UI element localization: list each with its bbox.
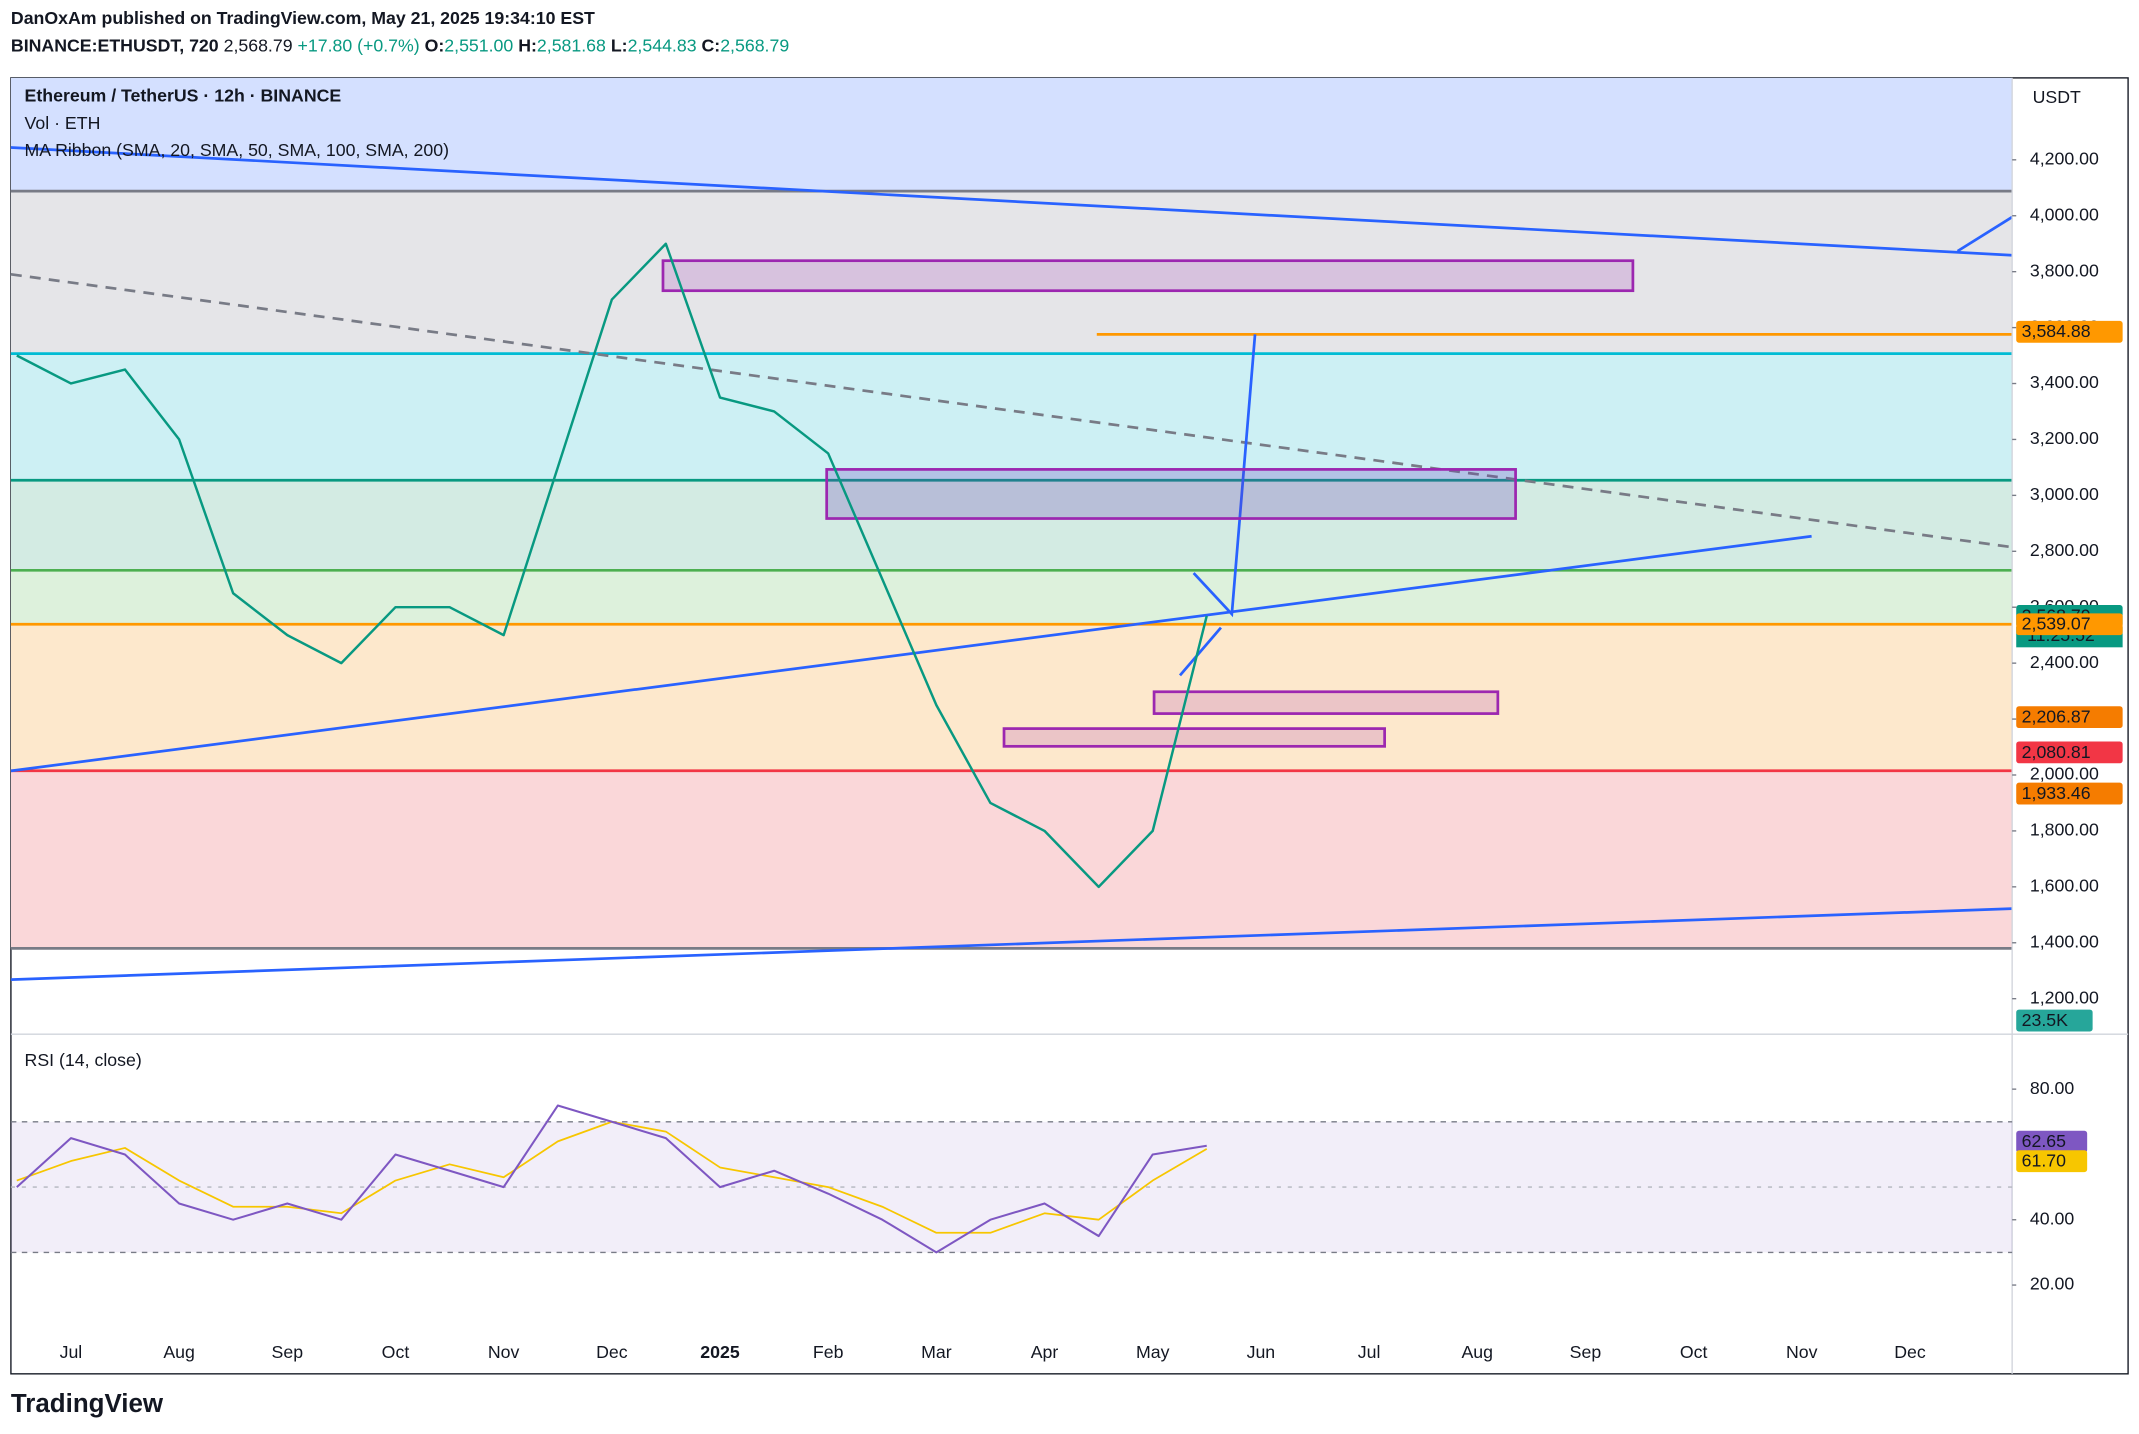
x-tick-label: 2025 <box>700 1342 740 1362</box>
currency: USDT <box>2033 87 2081 107</box>
zone-box <box>661 259 1635 293</box>
series-line <box>16 1104 1207 1254</box>
zone <box>10 770 2013 949</box>
x-tick-label: Apr <box>1031 1342 1059 1362</box>
y-tick-label: 3,400.00 <box>2030 372 2099 392</box>
x-tick-label: Nov <box>1786 1342 1818 1362</box>
drawings <box>10 146 2013 981</box>
zone-box <box>1152 690 1500 715</box>
y-tick-label: 3,800.00 <box>2030 260 2099 280</box>
ohlc: BINANCE:ETHUSDT, 720 2,568.79 +17.80 (+0… <box>11 35 789 55</box>
y-tick-label: 3,200.00 <box>2030 428 2099 448</box>
chart-title: Ethereum / TetherUS · 12h · BINANCE <box>25 86 342 106</box>
x-tick-label: Jul <box>1358 1342 1381 1362</box>
zone-box <box>825 468 1517 520</box>
dashed-trendline <box>10 272 2013 549</box>
label: C: <box>702 35 721 55</box>
y-tick-label: 1,200.00 <box>2030 987 2099 1007</box>
x-tick-label: Sep <box>1570 1342 1602 1362</box>
zone <box>10 77 2013 192</box>
x-tick-label: Oct <box>1680 1342 1708 1362</box>
y-tick-label: 80.00 <box>2030 1078 2074 1098</box>
x-tick-label: Jun <box>1247 1342 1276 1362</box>
x-tick-label: Feb <box>813 1342 844 1362</box>
y-tick-label: 1,400.00 <box>2030 931 2099 951</box>
change: +17.80 (+0.7%) <box>298 35 420 55</box>
zones <box>10 77 2013 950</box>
trendline <box>10 907 2013 981</box>
projection <box>1178 626 1222 677</box>
label: L: <box>611 35 628 55</box>
chart-title: RSI (14, close) <box>25 1050 142 1070</box>
x-tick-label: Jul <box>60 1342 83 1362</box>
y-tick-label: 1,800.00 <box>2030 820 2099 840</box>
x-tick-label: Oct <box>382 1342 410 1362</box>
x-tick-label: Aug <box>163 1342 195 1362</box>
rsi-value-label-bg <box>2016 1150 2088 1173</box>
price-label-bg <box>2016 782 2123 805</box>
x-tick-label: Sep <box>272 1342 304 1362</box>
volume-label: 23.5K <box>2022 1010 2068 1030</box>
y-tick-label: 3,000.00 <box>2030 484 2099 504</box>
price-label: 3,584.88 <box>2022 321 2091 341</box>
open: 2,551.00 <box>444 35 513 55</box>
label: H: <box>518 35 537 55</box>
y-tick-label: 1,600.00 <box>2030 876 2099 896</box>
price-label: 2,206.87 <box>2022 707 2091 727</box>
trendline <box>10 534 1812 773</box>
low: 2,544.83 <box>628 35 697 55</box>
legend-line: Vol · ETH <box>25 113 101 133</box>
trendline <box>10 146 2013 257</box>
y-tick-label: 4,200.00 <box>2030 149 2099 169</box>
y-tick-label: 4,000.00 <box>2030 204 2099 224</box>
close: 2,568.79 <box>720 35 789 55</box>
y-tick-label: 2,400.00 <box>2030 652 2099 672</box>
rsi-value-label: 62.65 <box>2022 1131 2066 1151</box>
price-label-bg <box>2016 741 2123 764</box>
legend-line: MA Ribbon (SMA, 20, SMA, 50, SMA, 100, S… <box>25 140 449 160</box>
y-tick-label: 2,800.00 <box>2030 540 2099 560</box>
volume-label-bg <box>2016 1009 2093 1032</box>
rsi-value-label-bg <box>2016 1130 2088 1153</box>
zone-box <box>1002 727 1386 748</box>
zone <box>10 480 2013 571</box>
price-label-bg <box>2016 320 2123 343</box>
x-tick-label: Mar <box>921 1342 952 1362</box>
price-label: 1,933.46 <box>2022 783 2091 803</box>
y-tick-label: 2,000.00 <box>2030 764 2099 784</box>
x-tick-label: Dec <box>596 1342 628 1362</box>
zone <box>10 191 2013 354</box>
series-line <box>16 242 1208 889</box>
price-label: 2,080.81 <box>2022 742 2091 762</box>
y-tick-label: 40.00 <box>2030 1208 2074 1228</box>
x-tick-label: Nov <box>488 1342 520 1362</box>
trendline <box>1956 215 2013 253</box>
price-label: 2,539.07 <box>2022 614 2091 634</box>
projection <box>1192 334 1257 618</box>
publisher: DanOxAm published on TradingView.com, Ma… <box>11 8 595 28</box>
last: 2,568.79 <box>224 35 293 55</box>
price-label-bg <box>2016 613 2123 636</box>
price-label-bg <box>2016 706 2123 729</box>
rsi-band <box>10 1121 2013 1253</box>
y-tick-label: 20.00 <box>2030 1274 2074 1294</box>
label: O: <box>425 35 445 55</box>
zone <box>10 570 2013 625</box>
x-tick-label: Dec <box>1894 1342 1926 1362</box>
symbol: BINANCE:ETHUSDT, 720 <box>11 35 219 55</box>
logo: TradingView <box>11 1390 164 1418</box>
x-tick-label: May <box>1136 1342 1170 1362</box>
high: 2,581.68 <box>537 35 606 55</box>
zone <box>10 353 2013 481</box>
x-tick-label: Aug <box>1461 1342 1493 1362</box>
rsi-value-label: 61.70 <box>2022 1151 2066 1171</box>
